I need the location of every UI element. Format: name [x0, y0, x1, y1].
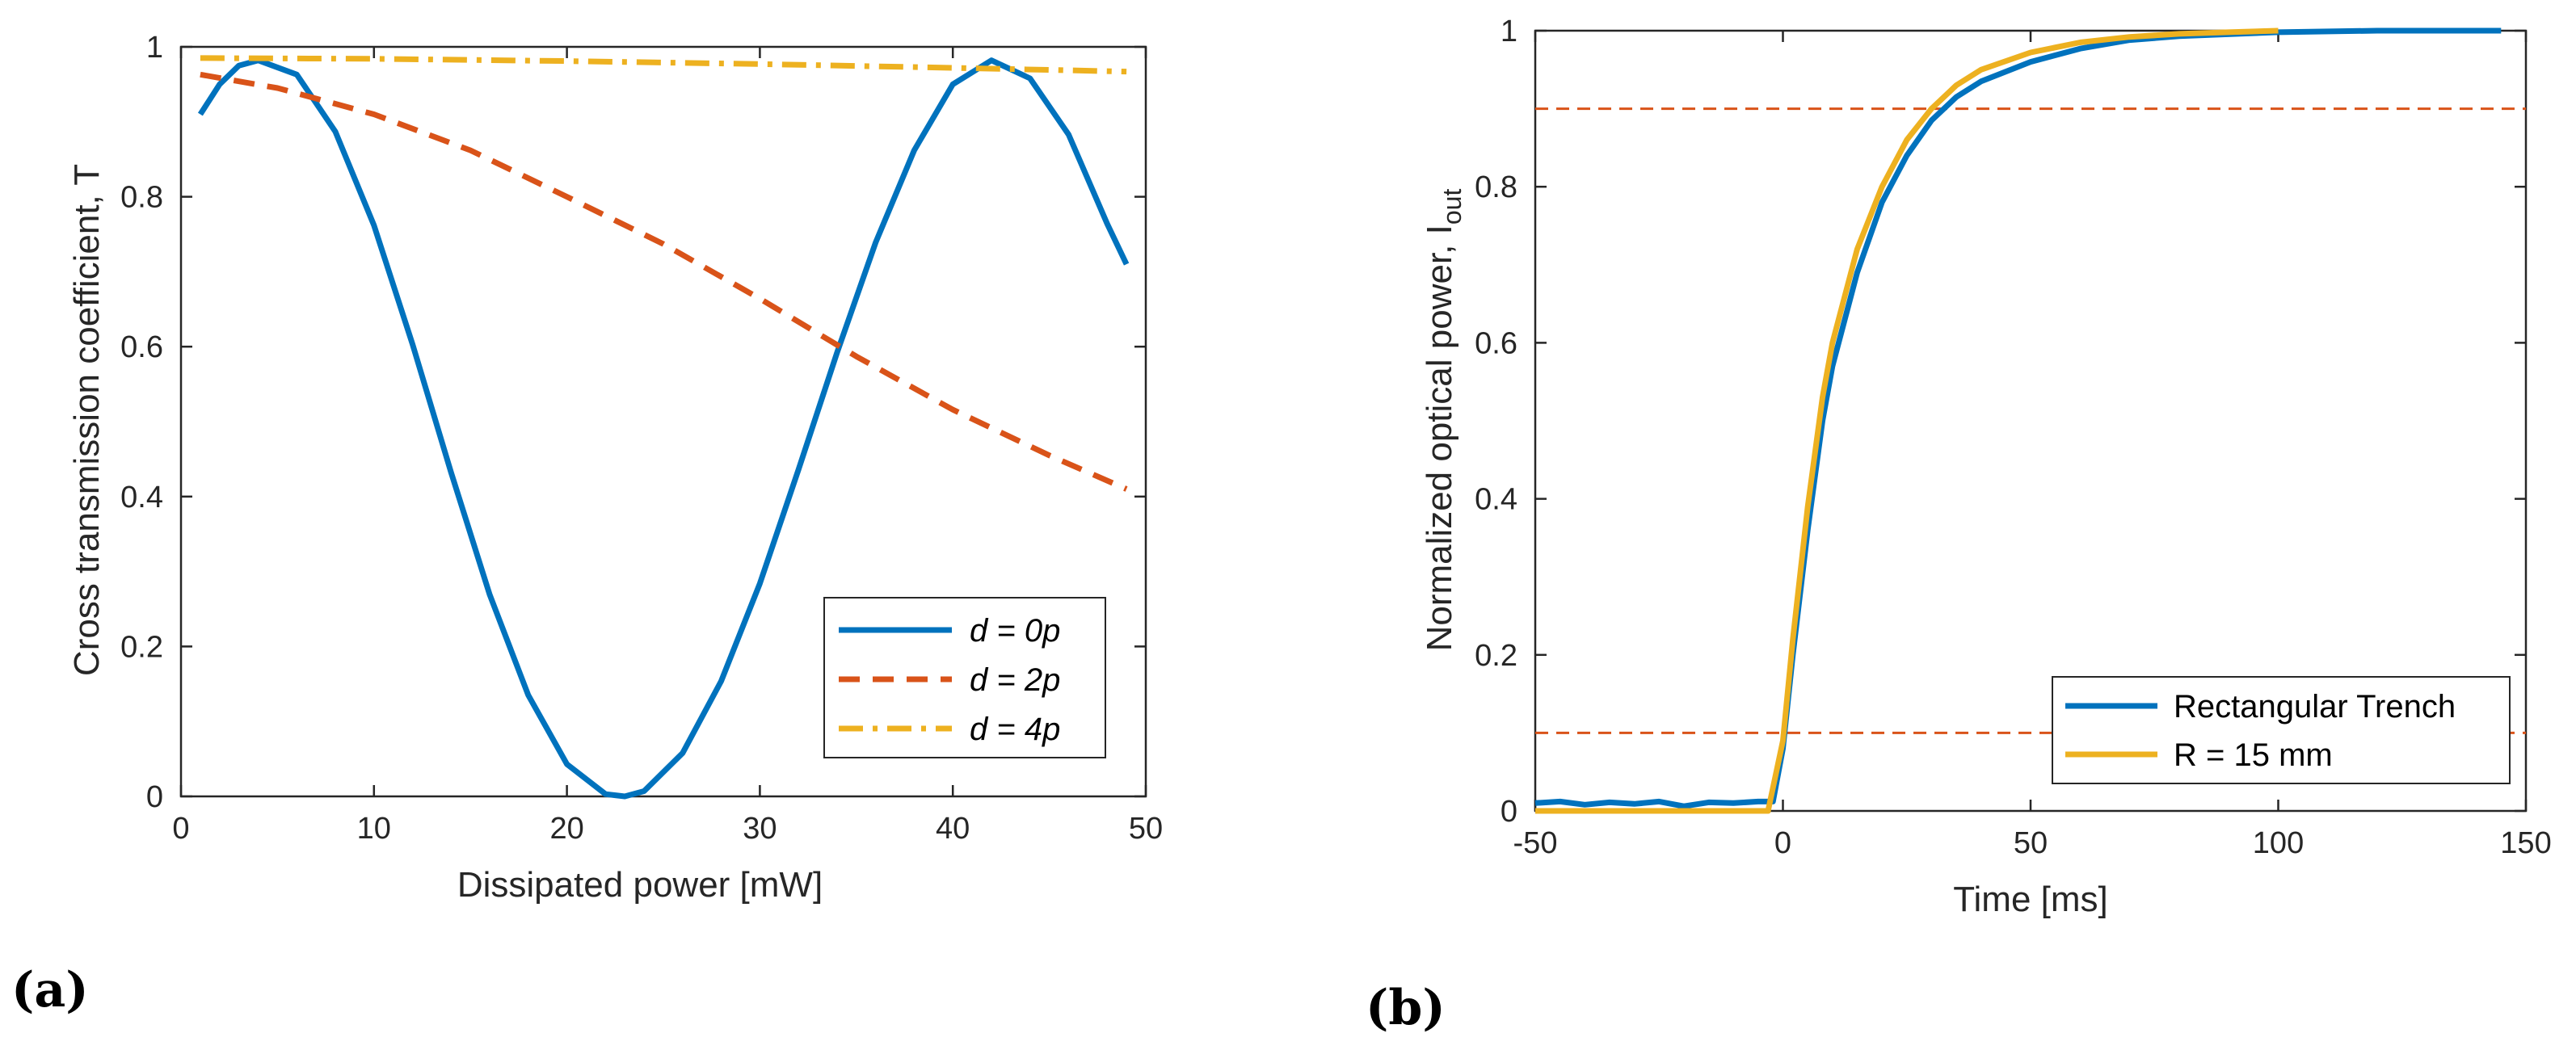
chart-b-x-tick-label: 50	[2014, 826, 2048, 860]
chart-b-y-tick-label: 0.2	[1475, 639, 1517, 673]
chart-b-y-tick-label: 0.8	[1475, 170, 1517, 204]
chart-a-y-tick-label: 0	[146, 780, 163, 814]
chart-b-x-ticks: -50 0 50 100 150	[1513, 31, 2552, 860]
panel-label-b: (b)	[1366, 980, 1446, 1036]
chart-b-legend-label-rectangular-trench: Rectangular Trench	[2174, 689, 2456, 724]
chart-a-x-ticks: 0 10 20 30 40 50	[172, 47, 1163, 846]
chart-a-y-tick-label: 0.4	[120, 481, 163, 514]
chart-a-x-tick-label: 30	[743, 812, 777, 846]
chart-b-y-tick-label: 0	[1501, 795, 1517, 829]
panel-label-a: (a)	[11, 962, 89, 1018]
chart-b-y-axis-label: Normalized optical power, Iout	[1420, 189, 1467, 652]
chart-a-x-tick-label: 10	[357, 812, 391, 846]
chart-a-y-tick-label: 0.6	[120, 330, 163, 364]
chart-a-legend-label-d0: d = 0p	[970, 613, 1060, 649]
chart-b-x-tick-label: -50	[1513, 826, 1558, 860]
chart-b-x-tick-label: 100	[2253, 826, 2304, 860]
chart-a-series	[197, 55, 1130, 800]
chart-b-legend-box	[2052, 676, 2511, 784]
chart-b-y-tick-label: 0.6	[1475, 326, 1517, 360]
chart-a-x-tick-label: 40	[936, 812, 970, 846]
chart-b-x-tick-label: 150	[2500, 826, 2551, 860]
chart-b-reference-lines	[1535, 107, 2526, 734]
chart-a-series-line-0	[197, 57, 1130, 800]
chart-b-legend-label-r15: R = 15 mm	[2174, 737, 2333, 773]
chart-a-y-ticks: 0 0.2 0.4 0.6 0.8 1	[120, 31, 1146, 814]
chart-a-y-tick-label: 1	[146, 31, 163, 65]
chart-b: -50 0 50 100 150 00.20.40.60.81 Time [ms] No…	[1366, 15, 2552, 1036]
chart-a-legend-box	[823, 597, 1106, 758]
chart-b-y-ticks: 0 0.2 0.4 0.6 0.8 1	[1475, 15, 2526, 829]
chart-a-legend-label-d2: d = 2p	[970, 662, 1060, 698]
chart-a-x-tick-label: 20	[549, 812, 583, 846]
chart-b-x-tick-label: 0	[1774, 826, 1791, 860]
chart-a: 0 10 20 30 40 50 0 0.2 0.4 0.6 0.8 1 Dissipated po…	[11, 31, 1163, 1018]
chart-b-series-line-1	[1535, 27, 2279, 814]
chart-a-legend: d = 0p d = 2p d = 4p	[823, 597, 1106, 758]
chart-a-series-line-1	[200, 71, 1128, 492]
chart-a-series-line-2	[200, 55, 1127, 75]
chart-b-y-axis-label-main: Normalized optical power, I	[1420, 225, 1459, 651]
chart-a-x-tick-label: 50	[1129, 812, 1163, 846]
chart-a-x-tick-label: 0	[172, 812, 189, 846]
chart-b-series	[1534, 27, 2502, 814]
chart-a-y-tick-label: 0.2	[120, 630, 163, 664]
chart-a-y-axis-label: Cross transmission coefficient, T	[67, 164, 107, 676]
chart-b-legend: Rectangular Trench R = 15 mm	[2052, 676, 2511, 784]
chart-b-y-tick-label: 1	[1501, 15, 1517, 48]
chart-a-frame	[179, 45, 1147, 798]
chart-a-x-axis-label: Dissipated power [mW]	[457, 865, 823, 905]
chart-a-legend-label-d4: d = 4p	[970, 712, 1060, 747]
chart-b-y-axis-label-subscript: out	[1437, 189, 1467, 225]
chart-b-y-tick-label: 0.4	[1475, 483, 1517, 517]
chart-b-series-line-0	[1534, 27, 2502, 809]
chart-a-y-tick-label: 0.8	[120, 181, 163, 215]
chart-b-x-axis-label: Time [ms]	[1953, 880, 2107, 919]
